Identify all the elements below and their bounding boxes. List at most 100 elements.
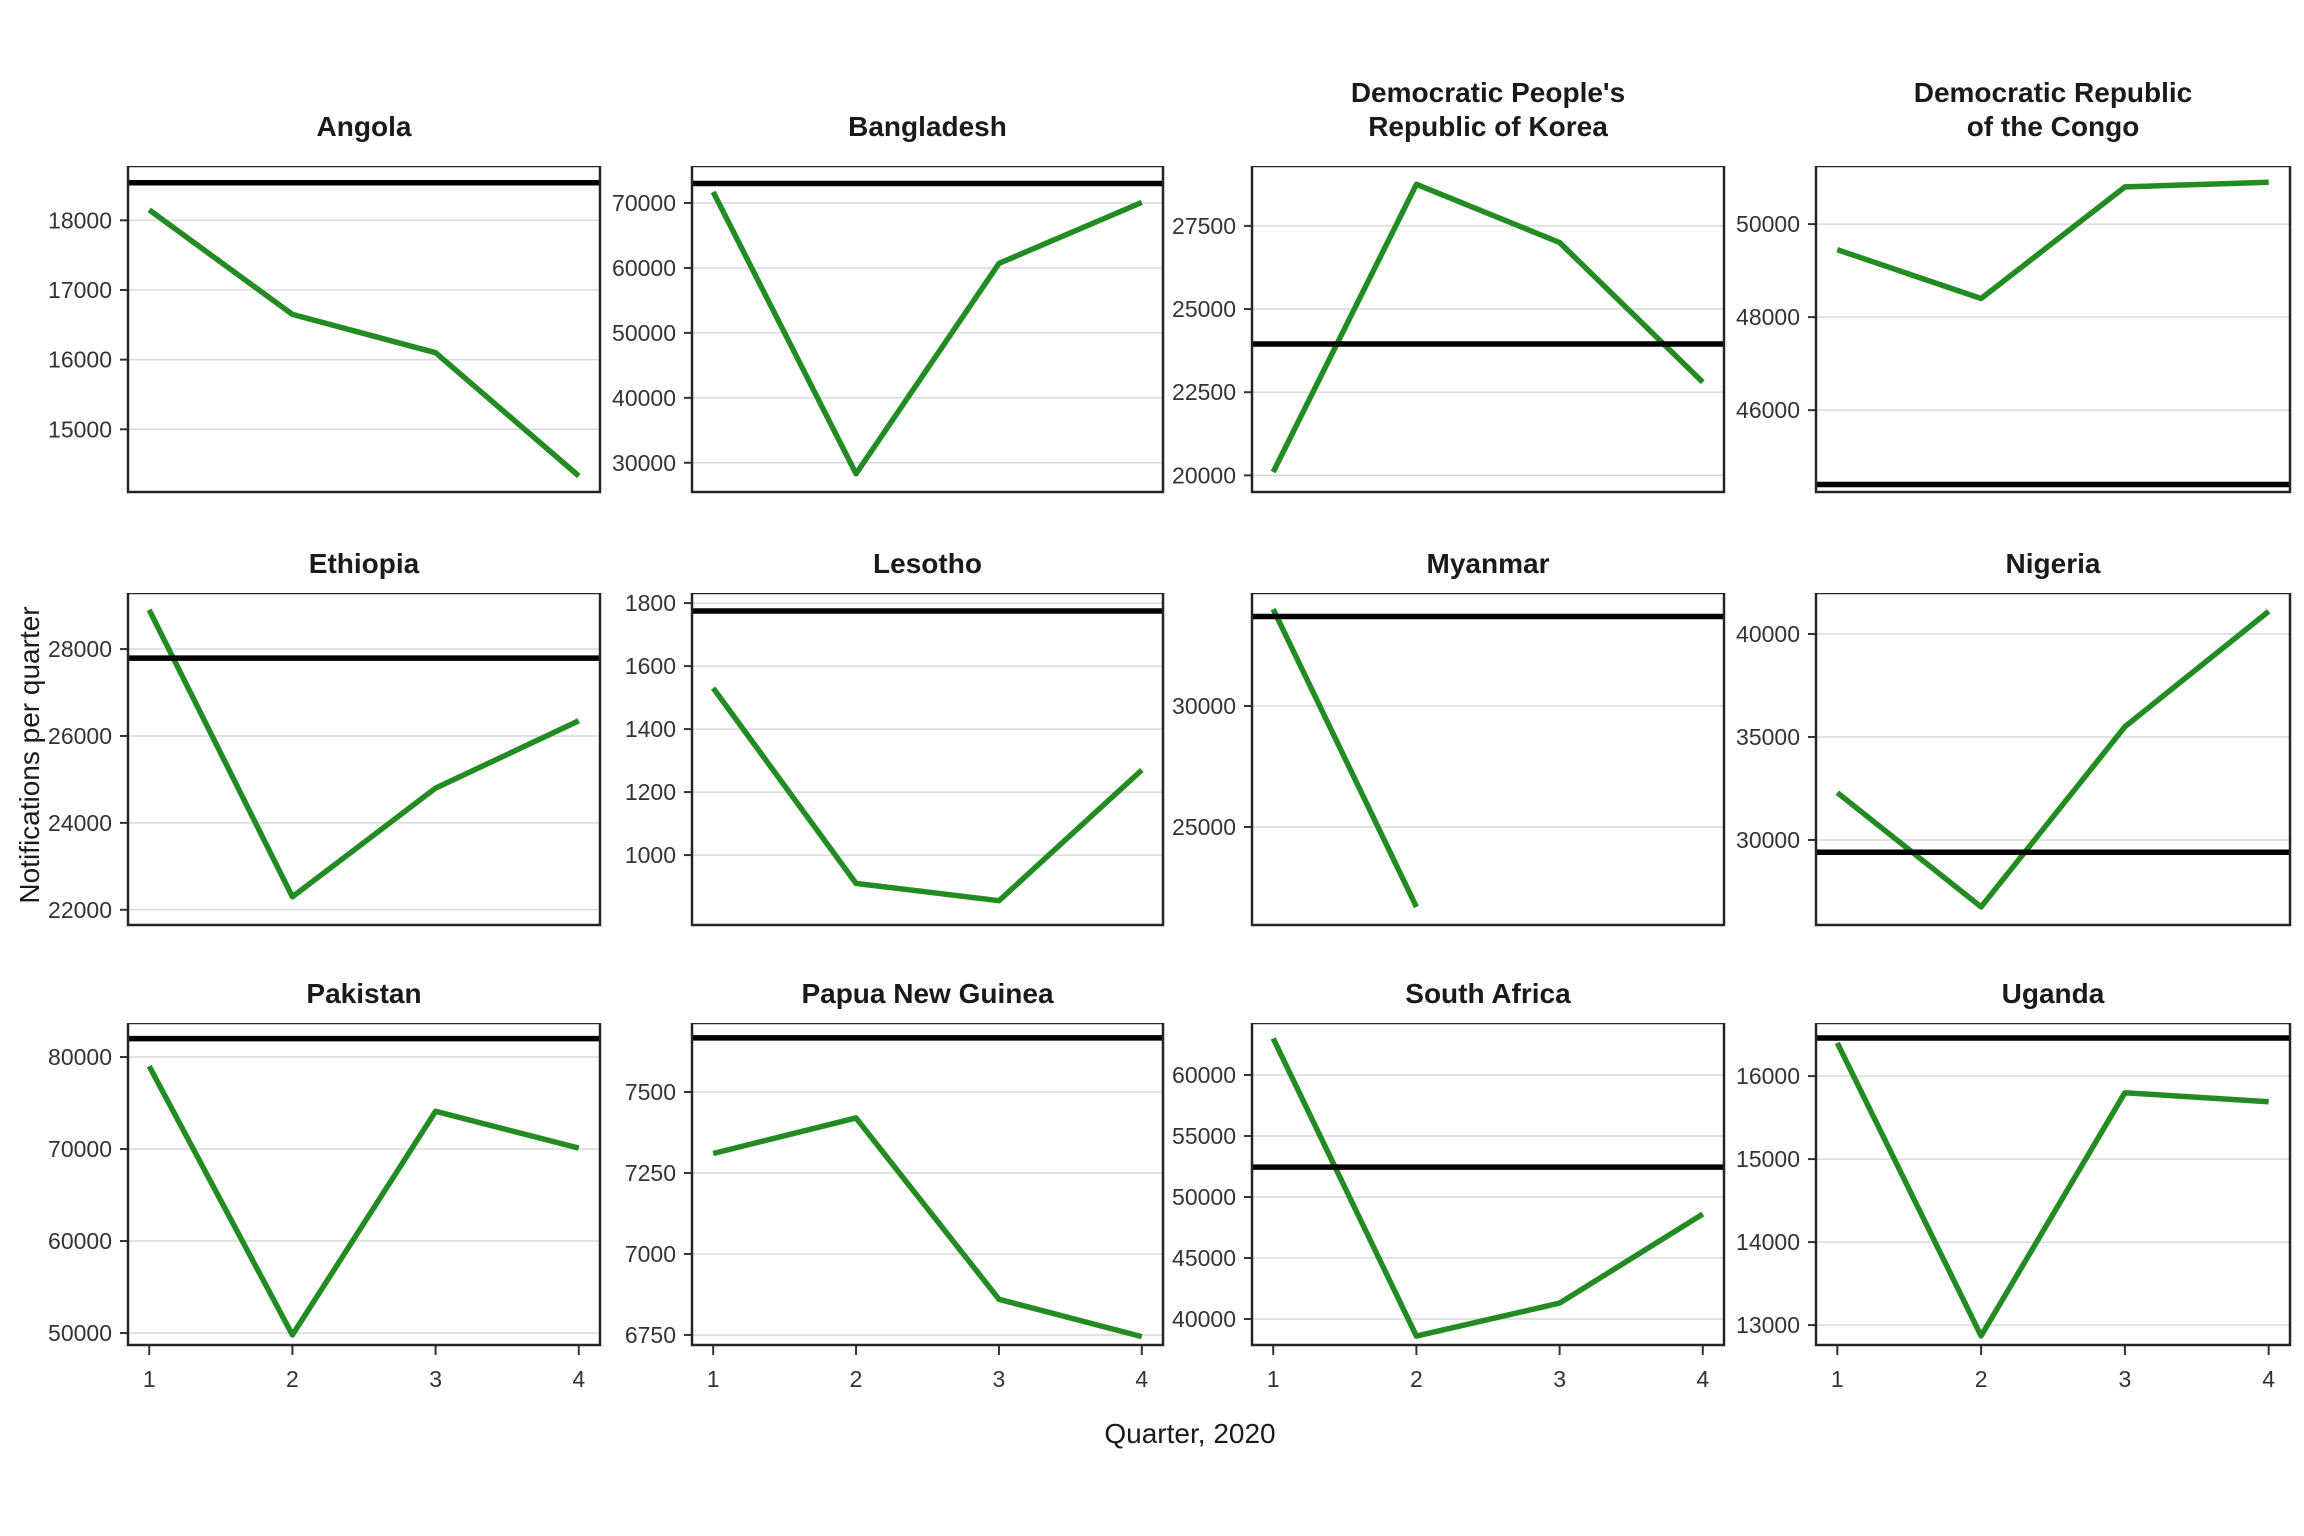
facet-title: Bangladesh xyxy=(848,111,1007,142)
facet-democratic-people-s-republic-of-korea: Democratic People's Republic of Korea 200… xyxy=(1152,68,1728,498)
x-tick-label: 2 xyxy=(286,1366,299,1392)
data-line xyxy=(147,207,581,479)
y-tick-label: 1200 xyxy=(625,779,676,805)
facet-chart: 46000 48000 50000 xyxy=(1736,166,2292,494)
x-tick-label: 3 xyxy=(2119,1366,2132,1392)
panel-border xyxy=(126,1023,602,1347)
y-tick-label: 1800 xyxy=(625,593,676,616)
facet-title: Pakistan xyxy=(306,978,422,1009)
y-tick-label: 80000 xyxy=(48,1044,112,1070)
x-axis-title: Quarter, 2020 xyxy=(1104,1418,1276,1449)
facet-democratic-republic-of-the-congo: Democratic Republic of the Congo 46000 480… xyxy=(1716,68,2294,498)
facet-chart: 30000 40000 50000 60000 70000 xyxy=(612,166,1165,494)
panel-border xyxy=(1250,1023,1726,1347)
data-line xyxy=(1270,608,1419,909)
facet-chart: 40000 45000 50000 55000 60000 1 2 3 4 xyxy=(1172,1023,1726,1392)
x-tick-label: 3 xyxy=(993,1366,1006,1392)
y-tick-label: 50000 xyxy=(1172,1184,1236,1210)
y-tick-label: 18000 xyxy=(48,207,112,233)
facet-title: Ethiopia xyxy=(308,548,420,579)
y-tick-label: 16000 xyxy=(1736,1063,1800,1089)
y-tick-label: 55000 xyxy=(1172,1123,1236,1149)
y-tick-label: 20000 xyxy=(1172,462,1236,488)
x-tick-label: 4 xyxy=(2262,1366,2275,1392)
y-tick-label: 26000 xyxy=(48,723,112,749)
facet-ethiopia: Ethiopia 22000 24000 26000 28000 xyxy=(28,522,604,931)
y-tick-label: 60000 xyxy=(48,1228,112,1254)
y-tick-label: 45000 xyxy=(1172,1245,1236,1271)
y-tick-label: 1400 xyxy=(625,716,676,742)
facet-chart: 30000 35000 40000 xyxy=(1736,593,2292,927)
facet-title: Angola xyxy=(316,111,412,142)
panel-border xyxy=(690,166,1165,494)
facet-chart: 13000 14000 15000 16000 1 2 3 4 xyxy=(1736,1023,2292,1392)
y-tick-label: 7500 xyxy=(625,1079,676,1105)
facet-title: Democratic People's Republic of Korea xyxy=(1350,77,1626,142)
y-tick-label: 48000 xyxy=(1736,304,1800,330)
y-tick-label: 25000 xyxy=(1172,814,1236,840)
facet-chart: 20000 22500 25000 27500 xyxy=(1172,166,1726,494)
facet-papua-new-guinea: Papua New Guinea 6750 7000 7250 7500 1 2 3 4 xyxy=(592,952,1167,1405)
facet-chart: 1000 1200 1400 1600 1800 xyxy=(625,593,1165,927)
y-tick-label: 30000 xyxy=(1736,827,1800,853)
panel-border xyxy=(126,166,602,494)
y-tick-label: 70000 xyxy=(48,1136,112,1162)
data-line xyxy=(1834,1041,2269,1339)
data-line xyxy=(1270,181,1705,474)
x-tick-label: 2 xyxy=(1975,1366,1988,1392)
facet-title: Myanmar xyxy=(1426,548,1550,579)
y-tick-label: 60000 xyxy=(1172,1062,1236,1088)
data-line xyxy=(146,608,580,900)
facet-chart: 6750 7000 7250 7500 1 2 3 4 xyxy=(625,1023,1165,1392)
y-tick-label: 6750 xyxy=(625,1322,676,1348)
y-tick-label: 22000 xyxy=(48,897,112,923)
facet-angola: Angola 15000 16000 17000 18000 xyxy=(28,68,604,498)
y-tick-label: 50000 xyxy=(1736,211,1800,237)
y-tick-label: 7250 xyxy=(625,1160,676,1186)
facet-title: South Africa xyxy=(1405,978,1571,1009)
y-tick-label: 16000 xyxy=(48,347,112,373)
data-line xyxy=(1270,1037,1705,1339)
y-tick-label: 7000 xyxy=(625,1241,676,1267)
facet-title: Democratic Republic of the Congo xyxy=(1913,77,2193,142)
panel-border xyxy=(690,593,1165,927)
facet-south-africa: South Africa 40000 45000 50000 55000 60000 1 2 3… xyxy=(1152,952,1728,1405)
facet-chart: 15000 16000 17000 18000 xyxy=(48,166,602,494)
x-tick-label: 3 xyxy=(1553,1366,1566,1392)
y-tick-label: 35000 xyxy=(1736,724,1800,750)
facet-chart: 25000 30000 xyxy=(1172,593,1726,927)
facet-lesotho: Lesotho 1000 1200 1400 1600 1800 xyxy=(592,522,1167,931)
facet-chart: 50000 60000 70000 80000 1 2 3 4 xyxy=(48,1023,602,1392)
x-tick-label: 1 xyxy=(707,1366,720,1392)
y-tick-label: 14000 xyxy=(1736,1229,1800,1255)
x-tick-label: 3 xyxy=(429,1366,442,1392)
panel-border xyxy=(1250,593,1726,927)
y-tick-label: 17000 xyxy=(48,277,112,303)
x-tick-label: 4 xyxy=(1696,1366,1709,1392)
y-tick-label: 15000 xyxy=(48,416,112,442)
data-line xyxy=(710,686,1144,904)
data-line xyxy=(146,1064,580,1338)
facet-title: Lesotho xyxy=(873,548,982,579)
x-tick-label: 4 xyxy=(1135,1366,1148,1392)
y-tick-label: 24000 xyxy=(48,810,112,836)
y-tick-label: 30000 xyxy=(612,450,676,476)
data-line xyxy=(710,190,1143,477)
x-tick-label: 2 xyxy=(850,1366,863,1392)
facet-myanmar: Myanmar 25000 30000 xyxy=(1152,522,1728,931)
x-tick-label: 1 xyxy=(1831,1366,1844,1392)
x-tick-label: 4 xyxy=(572,1366,585,1392)
facet-uganda: Uganda 13000 14000 15000 16000 1 2 3 4 xyxy=(1716,952,2294,1405)
facet-bangladesh: Bangladesh 30000 40000 50000 60000 70000 xyxy=(592,68,1167,498)
facet-nigeria: Nigeria 30000 35000 40000 xyxy=(1716,522,2294,931)
y-tick-label: 50000 xyxy=(48,1320,112,1346)
y-tick-label: 40000 xyxy=(1172,1306,1236,1332)
panel-border xyxy=(1814,593,2292,927)
panel-border xyxy=(126,593,602,927)
y-tick-label: 27500 xyxy=(1172,213,1236,239)
y-tick-label: 25000 xyxy=(1172,296,1236,322)
facet-chart: 22000 24000 26000 28000 xyxy=(48,593,602,927)
x-tick-label: 1 xyxy=(1267,1366,1280,1392)
facet-title: Uganda xyxy=(2001,978,2105,1009)
